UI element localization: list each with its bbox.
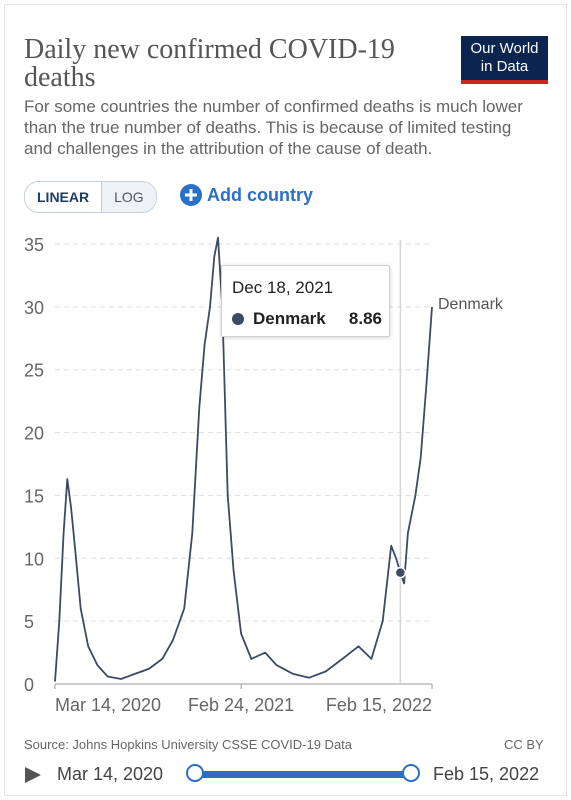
add-country-button[interactable]: Add country (180, 184, 313, 206)
scale-toggle: LINEAR LOG (24, 181, 157, 213)
logo-line1: Our World (470, 40, 539, 57)
y-tick-label: 5 (24, 612, 34, 632)
linear-scale-button[interactable]: LINEAR (25, 182, 103, 212)
y-tick-label: 35 (24, 235, 44, 255)
source-link[interactable]: Source: Johns Hopkins University CSSE CO… (24, 737, 353, 752)
y-tick-label: 0 (24, 675, 34, 695)
chart-subtitle: For some countries the number of confirm… (24, 97, 523, 158)
y-tick-label: 15 (24, 486, 44, 506)
log-scale-button[interactable]: LOG (102, 182, 156, 212)
x-tick-label: Feb 15, 2022 (326, 695, 432, 715)
highlight-point (394, 566, 407, 579)
timeline-end-handle[interactable] (402, 764, 420, 782)
y-tick-label: 25 (24, 361, 44, 381)
tooltip: Dec 18, 2021 Denmark 8.86 (221, 265, 390, 337)
x-tick-label: Mar 14, 2020 (55, 695, 161, 715)
series-dot-icon (232, 313, 244, 325)
add-country-label: Add country (207, 184, 313, 205)
y-tick-label: 10 (24, 549, 44, 569)
tooltip-value: 8.86 (348, 309, 382, 328)
timeline-start-label: Mar 14, 2020 (57, 764, 164, 784)
x-tick-label: Feb 24, 2021 (188, 695, 294, 715)
y-tick-label: 30 (24, 298, 44, 318)
timeline-track[interactable] (195, 771, 411, 778)
timeline-start-handle[interactable] (186, 764, 204, 782)
tooltip-country: Denmark (253, 309, 326, 328)
series-label-denmark: Denmark (438, 296, 504, 313)
owid-logo[interactable]: Our World in Data (461, 36, 548, 84)
tooltip-date: Dec 18, 2021 (232, 278, 334, 297)
tooltip-row: Denmark 8.86 (232, 309, 382, 329)
plus-circle-icon (180, 184, 202, 206)
y-tick-label: 20 (24, 424, 44, 444)
logo-line2: in Data (480, 58, 529, 75)
play-icon[interactable] (24, 766, 42, 784)
license-link[interactable]: CC BY (504, 737, 544, 752)
chart-frame (4, 4, 567, 796)
timeline-end-label: Feb 15, 2022 (433, 764, 540, 784)
chart-title: Daily new confirmed COVID-19 deaths (24, 34, 395, 93)
